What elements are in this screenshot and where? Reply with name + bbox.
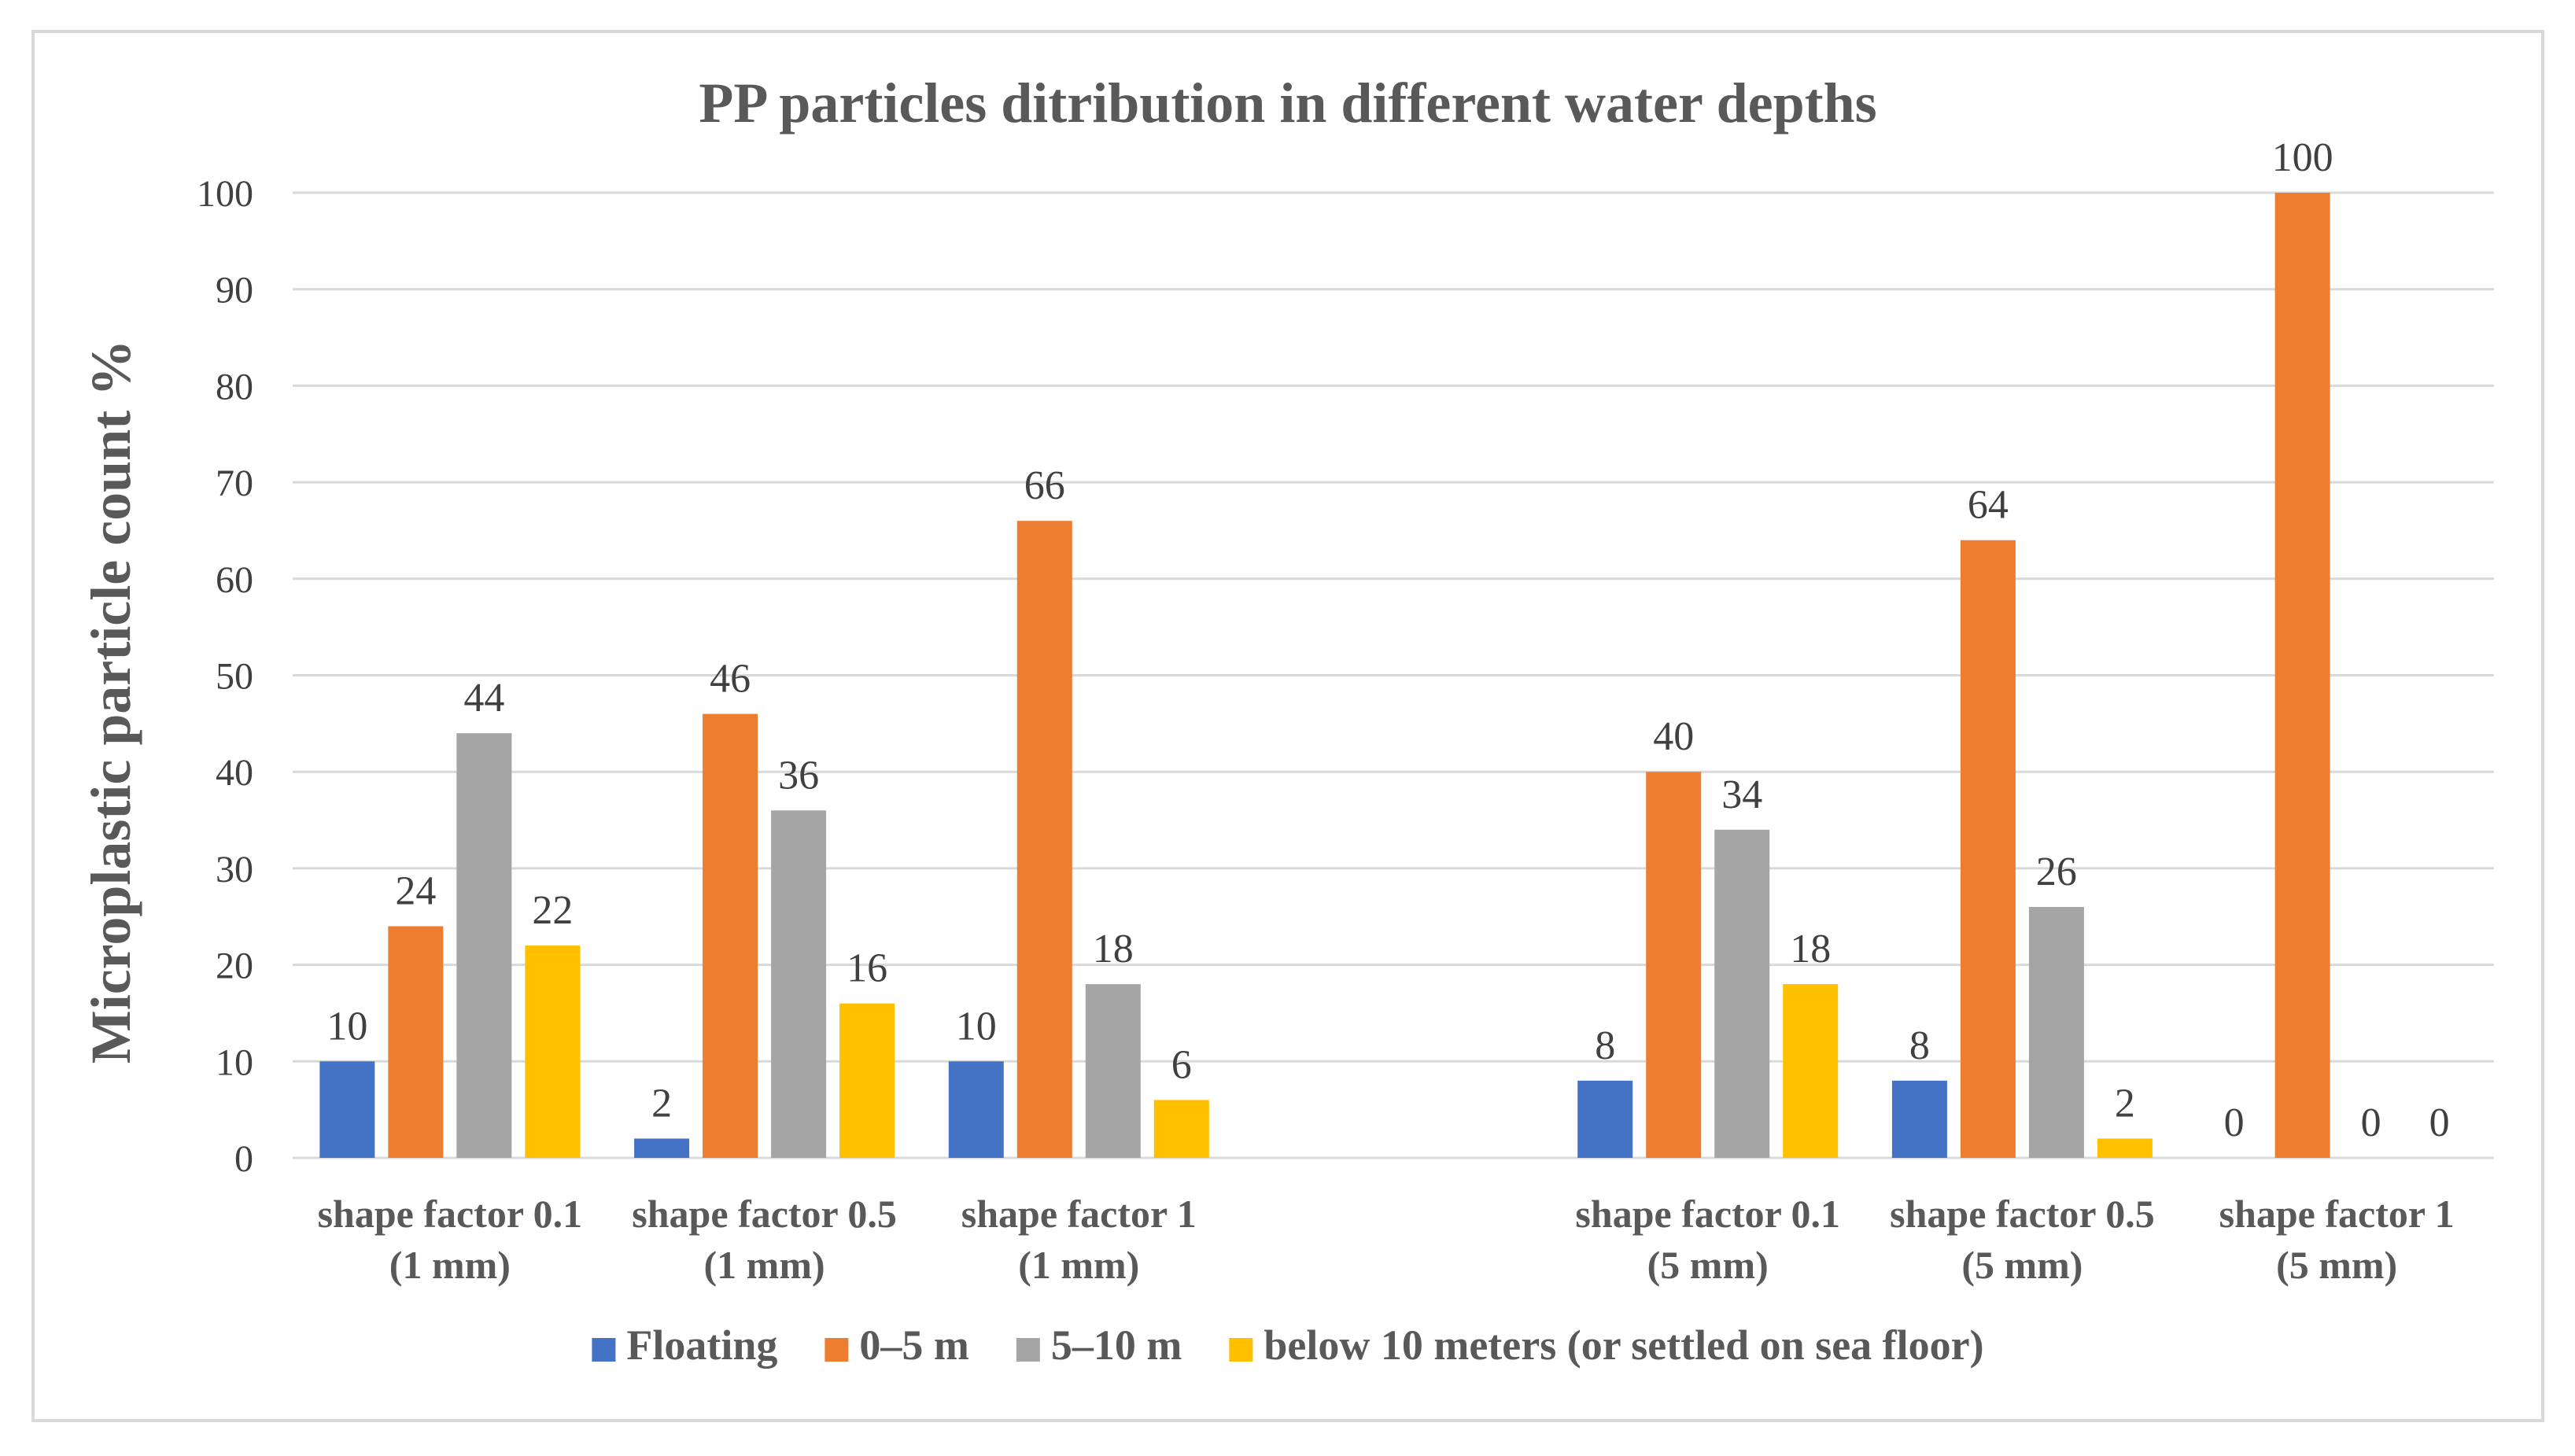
data-label: 46: [710, 657, 751, 702]
bar: [1153, 1100, 1209, 1158]
data-label: 36: [778, 753, 819, 798]
legend-item: Floating: [592, 1321, 777, 1369]
data-label: 66: [1024, 463, 1065, 508]
bar: [456, 733, 512, 1158]
x-category-label: (5 mm): [1647, 1243, 1769, 1287]
legend-item: 0–5 m: [825, 1321, 969, 1369]
data-label: 0: [2224, 1100, 2245, 1145]
data-label: 100: [2272, 135, 2333, 180]
y-tick-label: 50: [216, 656, 253, 698]
legend-label: 0–5 m: [859, 1321, 969, 1369]
data-label: 24: [395, 869, 436, 914]
legend-swatch: [825, 1338, 849, 1362]
y-tick-label: 0: [234, 1138, 253, 1180]
y-tick-label: 30: [216, 849, 253, 890]
bar: [771, 810, 827, 1158]
y-tick-label: 100: [197, 173, 253, 215]
data-label: 26: [2036, 850, 2077, 894]
bar: [1960, 540, 2016, 1158]
data-label: 10: [326, 1004, 367, 1049]
x-axis-categories: shape factor 0.1 (1 mm) shape factor 0.5 (1…: [318, 1192, 2455, 1287]
x-category-label: shape factor 0.1: [1575, 1192, 1840, 1236]
data-label: 64: [1968, 483, 2009, 528]
x-category-label: shape factor 0.5: [1890, 1192, 2155, 1236]
legend-swatch: [1229, 1338, 1253, 1362]
bar: [703, 713, 758, 1158]
x-category-label: (5 mm): [1961, 1243, 2083, 1287]
data-label: 0: [2429, 1100, 2450, 1145]
y-tick-label: 90: [216, 270, 253, 311]
bar: [2097, 1138, 2153, 1158]
x-category-label: shape factor 1: [961, 1192, 1197, 1236]
y-axis-ticks: 0 10 20 30 40 50 60 70 80 90 100: [197, 173, 253, 1180]
data-label: 6: [1171, 1042, 1192, 1087]
bar: [634, 1138, 690, 1158]
bar: [525, 945, 581, 1158]
legend-swatch: [1016, 1338, 1040, 1362]
y-tick-label: 40: [216, 752, 253, 794]
bar: [839, 1003, 895, 1158]
bar: [388, 926, 444, 1158]
x-category-label: shape factor 0.1: [318, 1192, 583, 1236]
legend-swatch: [592, 1338, 616, 1362]
bar: [1016, 521, 1072, 1158]
x-category-label: shape factor 1: [2219, 1192, 2455, 1236]
data-label: 2: [2115, 1081, 2135, 1126]
data-label: 8: [1909, 1023, 1930, 1068]
bars: [319, 193, 2330, 1158]
data-label: 34: [1721, 772, 1762, 817]
bar: [1714, 829, 1770, 1158]
bar: [1783, 984, 1839, 1158]
data-label: 2: [651, 1081, 672, 1126]
y-tick-label: 60: [216, 559, 253, 601]
data-label: 18: [1093, 927, 1134, 971]
chart-border: [31, 30, 2544, 1422]
legend-label: below 10 meters (or settled on sea floor…: [1264, 1321, 1983, 1369]
x-category-label: (1 mm): [704, 1243, 825, 1287]
chart-title: PP particles ditribution in different wa…: [699, 72, 1876, 135]
y-tick-label: 70: [216, 463, 253, 504]
bar: [1891, 1080, 1947, 1158]
data-label: 10: [956, 1004, 997, 1049]
legend-label: 5–10 m: [1051, 1321, 1182, 1369]
legend-item: 5–10 m: [1016, 1321, 1182, 1369]
data-label: 40: [1653, 714, 1694, 759]
legend-label: Floating: [626, 1321, 777, 1369]
x-category-label: (1 mm): [389, 1243, 511, 1287]
data-label: 44: [463, 676, 504, 721]
bar: [1085, 984, 1141, 1158]
x-category-label: (5 mm): [2276, 1243, 2397, 1287]
data-label: 16: [847, 946, 887, 991]
bar: [1646, 772, 1702, 1158]
bar: [319, 1061, 375, 1158]
bar: [2028, 906, 2084, 1158]
data-label: 18: [1790, 927, 1831, 971]
bar: [1577, 1080, 1633, 1158]
legend-item: below 10 meters (or settled on sea floor…: [1229, 1321, 1984, 1369]
y-tick-label: 20: [216, 945, 253, 987]
bar: [948, 1061, 1004, 1158]
y-tick-label: 10: [216, 1041, 253, 1083]
x-category-label: shape factor 0.5: [632, 1192, 897, 1236]
data-labels: 10 2 10 8 8 0 24 46 66 40 64 100 44 36 18 34 26 0 22 16 6 18 2…: [326, 135, 2449, 1145]
y-axis-label: Microplastic particle count %: [79, 340, 142, 1064]
data-label: 0: [2361, 1100, 2381, 1145]
data-label: 22: [532, 888, 573, 933]
y-tick-label: 80: [216, 366, 253, 407]
legend: Floating 0–5 m 5–10 m below 10 meters (or s…: [592, 1321, 1984, 1369]
data-label: 8: [1595, 1023, 1615, 1068]
x-category-label: (1 mm): [1018, 1243, 1139, 1287]
bar: [2274, 193, 2330, 1158]
